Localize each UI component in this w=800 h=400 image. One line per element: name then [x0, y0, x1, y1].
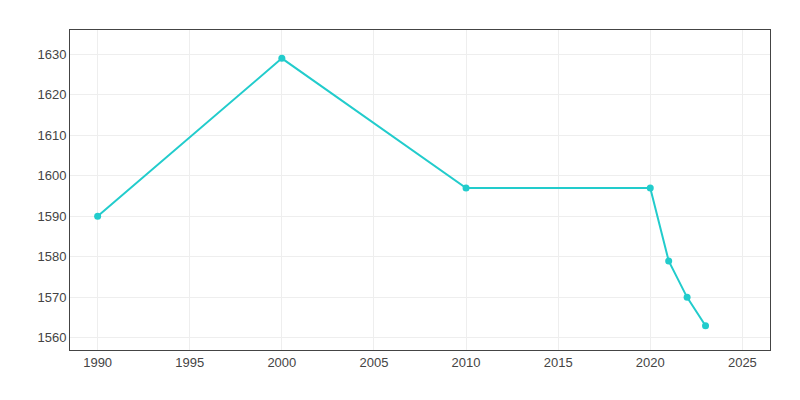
- svg-text:2015: 2015: [544, 355, 573, 370]
- svg-text:1620: 1620: [37, 87, 66, 102]
- svg-text:1580: 1580: [37, 249, 66, 264]
- svg-text:2005: 2005: [359, 355, 388, 370]
- svg-text:1995: 1995: [175, 355, 204, 370]
- svg-text:2020: 2020: [636, 355, 665, 370]
- svg-text:1560: 1560: [37, 330, 66, 345]
- svg-text:1610: 1610: [37, 128, 66, 143]
- svg-text:1570: 1570: [37, 290, 66, 305]
- svg-text:2000: 2000: [267, 355, 296, 370]
- svg-text:1990: 1990: [83, 355, 112, 370]
- svg-text:1590: 1590: [37, 209, 66, 224]
- svg-text:1630: 1630: [37, 47, 66, 62]
- svg-text:2010: 2010: [452, 355, 481, 370]
- svg-text:1600: 1600: [37, 168, 66, 183]
- svg-text:2025: 2025: [728, 355, 757, 370]
